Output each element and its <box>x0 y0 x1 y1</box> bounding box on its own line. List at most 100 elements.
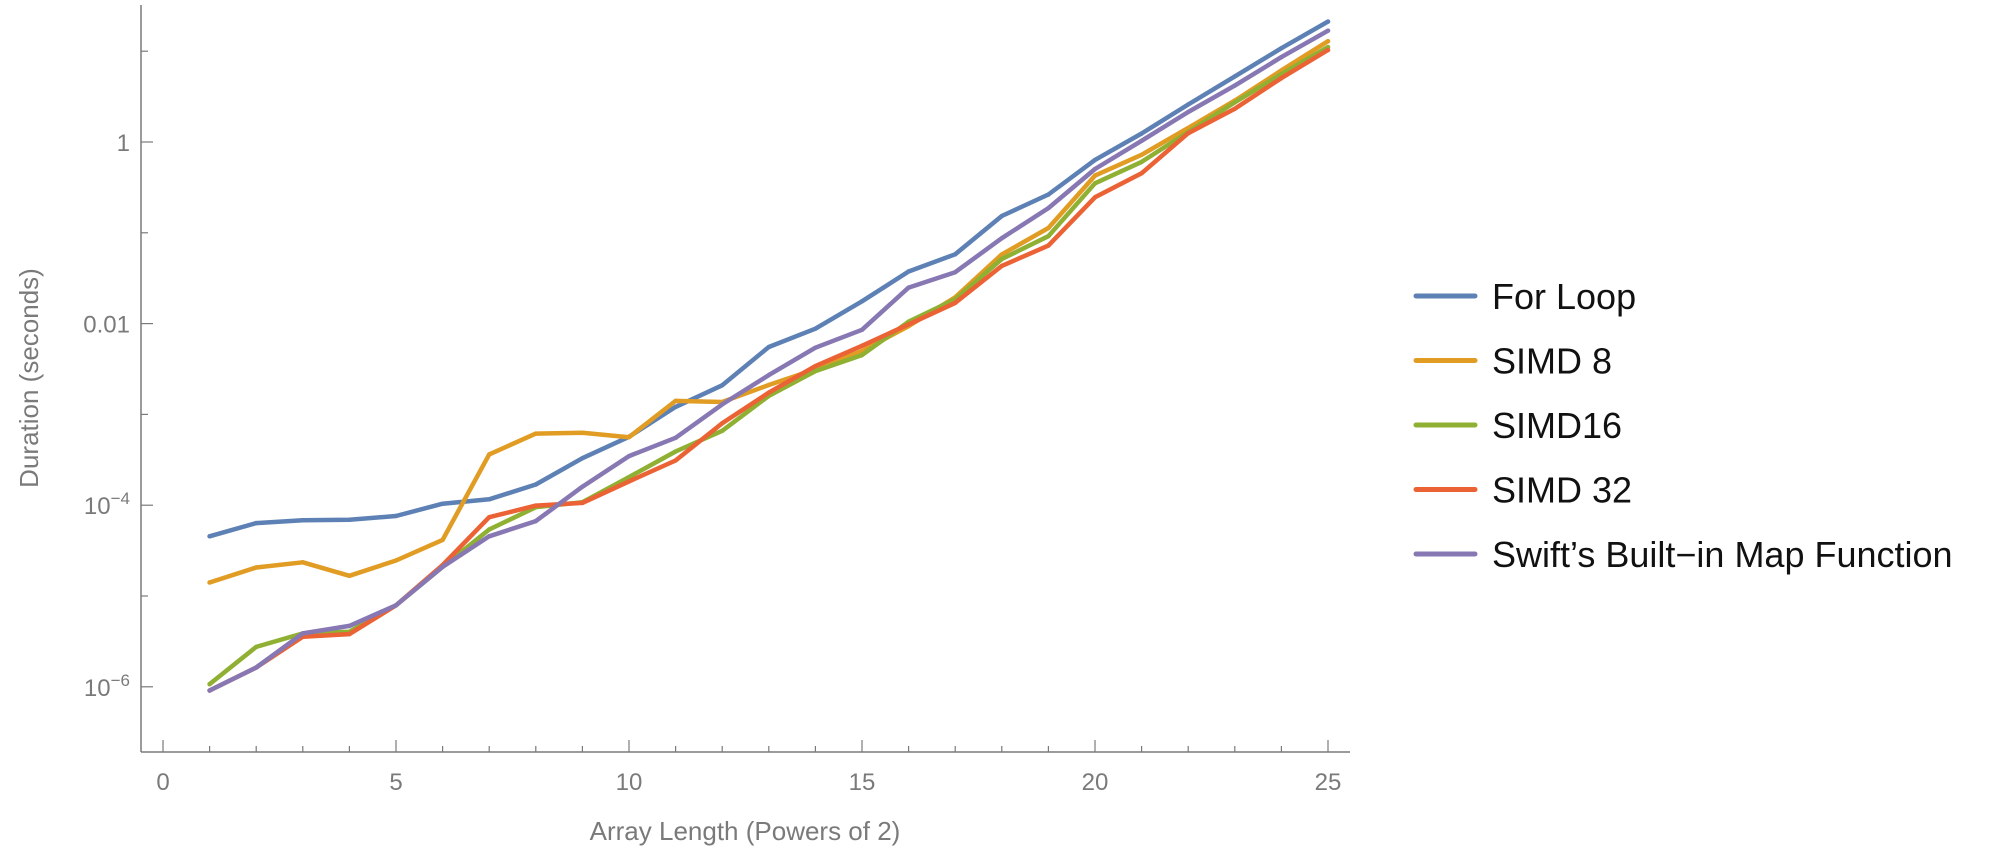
data-point <box>999 213 1004 219</box>
data-point <box>533 431 538 436</box>
data-point <box>487 515 492 520</box>
legend-label: Swift’s Built−in Map Function <box>1492 534 1953 575</box>
data-point <box>673 449 678 454</box>
data-point <box>766 382 771 388</box>
legend: For Loop SIMD 8 SIMD16 SIMD 32 Swift’s Built… <box>1413 276 1953 575</box>
data-point <box>440 564 445 570</box>
data-point <box>207 534 212 539</box>
data-point <box>533 503 538 508</box>
data-point <box>440 537 445 543</box>
y-tick-exponent: −6 <box>111 671 130 690</box>
y-tick-exponent: −4 <box>111 489 130 508</box>
data-point <box>1186 102 1191 107</box>
y-tick-base: 0.01 <box>83 312 130 339</box>
legend-item: SIMD16 <box>1413 405 1622 446</box>
data-point <box>1092 181 1098 186</box>
data-point <box>393 603 399 608</box>
data-point <box>1139 152 1144 157</box>
data-point <box>1325 28 1331 33</box>
data-point <box>859 327 865 332</box>
data-point <box>1046 192 1051 197</box>
data-point <box>720 421 725 426</box>
y-tick-label: 0.01 <box>83 312 130 339</box>
data-point <box>580 500 585 506</box>
data-point <box>813 368 818 374</box>
data-point <box>1092 173 1098 178</box>
legend-label: For Loop <box>1492 276 1636 317</box>
data-point <box>487 527 492 532</box>
data-point <box>766 372 771 378</box>
data-point <box>254 565 259 570</box>
data-point <box>1232 74 1238 79</box>
data-point <box>999 252 1004 257</box>
data-point <box>1325 47 1331 53</box>
data-point <box>254 644 259 650</box>
data-point <box>1139 131 1144 136</box>
data-point <box>487 534 492 539</box>
x-tick-label: 25 <box>1315 769 1342 796</box>
y-tick-base: 10 <box>84 493 111 520</box>
data-point <box>953 252 958 257</box>
data-point <box>906 322 911 327</box>
data-point <box>1325 38 1331 44</box>
data-point <box>720 402 725 407</box>
data-point <box>720 428 725 433</box>
data-point <box>393 558 399 563</box>
data-point <box>254 665 259 670</box>
data-point <box>300 560 305 565</box>
data-point <box>393 513 399 519</box>
legend-item: SIMD 32 <box>1413 470 1632 511</box>
data-point <box>673 458 678 463</box>
data-point <box>207 580 212 585</box>
data-point <box>1279 75 1284 81</box>
legend-label: SIMD 32 <box>1492 470 1632 511</box>
data-point <box>1139 138 1144 144</box>
data-point <box>1232 83 1238 88</box>
data-point <box>1139 159 1144 165</box>
y-axis-title: Duration (seconds) <box>14 268 44 488</box>
data-point <box>626 453 632 459</box>
data-point <box>254 520 259 526</box>
axes: 0 5 10 15 20 25 10−610−40.011 <box>83 5 1350 796</box>
data-point <box>580 484 585 489</box>
series-group <box>207 19 1331 539</box>
x-tick-label: 5 <box>389 769 402 796</box>
series-line <box>207 28 1331 693</box>
data-point <box>1186 131 1191 136</box>
x-tick-label: 15 <box>849 769 876 796</box>
data-point <box>1232 106 1238 112</box>
y-tick-base: 10 <box>84 675 111 702</box>
data-point <box>347 573 352 578</box>
series-group <box>207 28 1331 693</box>
data-point <box>1279 54 1284 60</box>
data-point <box>813 345 818 350</box>
data-point <box>1186 109 1191 115</box>
legend-item: For Loop <box>1413 276 1636 317</box>
y-ticks: 10−610−40.011 <box>83 50 153 702</box>
data-point <box>859 343 865 348</box>
data-point <box>487 452 492 457</box>
y-tick-label: 1 <box>117 130 130 157</box>
data-point <box>300 517 305 523</box>
x-tick-label: 0 <box>156 769 169 796</box>
data-point <box>440 501 445 506</box>
data-point <box>1046 243 1051 248</box>
data-point <box>813 326 818 331</box>
legend-label: SIMD16 <box>1492 405 1622 446</box>
data-point <box>999 236 1004 241</box>
data-point <box>207 688 212 693</box>
data-point <box>533 518 538 524</box>
plot-lines <box>207 19 1331 693</box>
data-point <box>766 390 771 395</box>
data-point <box>1046 225 1051 231</box>
data-point <box>300 631 305 636</box>
data-point <box>487 497 492 502</box>
data-point <box>207 681 212 687</box>
data-point <box>533 482 538 487</box>
series-line <box>207 19 1331 539</box>
data-point <box>1046 234 1051 239</box>
data-point <box>347 517 352 522</box>
y-tick-base: 1 <box>117 130 130 157</box>
data-point <box>953 300 958 306</box>
